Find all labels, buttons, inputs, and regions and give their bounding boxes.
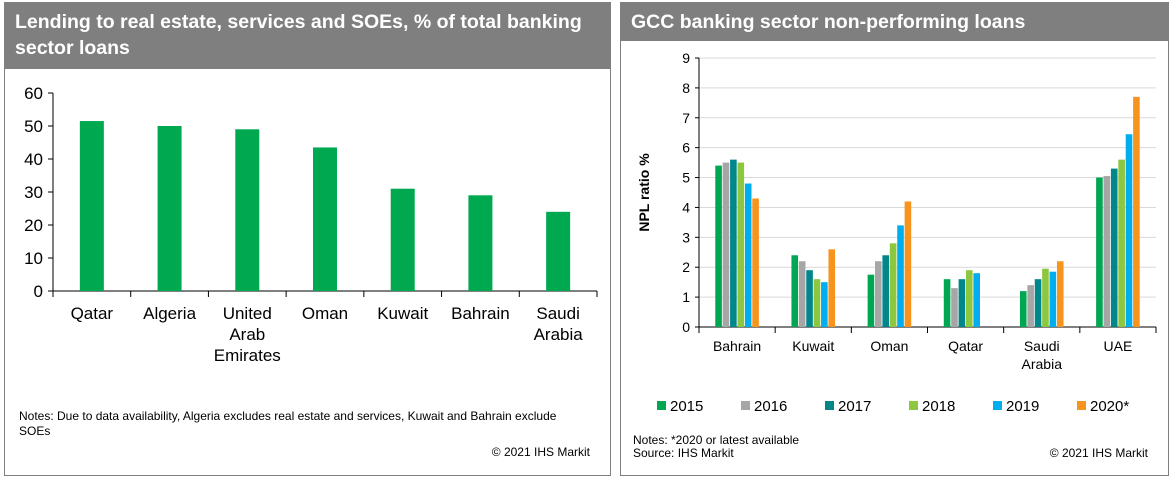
- bar: [791, 255, 799, 327]
- y-tick-label: 50: [24, 117, 43, 136]
- x-category-label: Qatar: [948, 338, 983, 354]
- y-tick-label: 3: [682, 229, 690, 245]
- bar: [951, 288, 958, 327]
- bar: [973, 273, 980, 327]
- x-category-label: Oman: [302, 304, 348, 323]
- right-chart-panel: GCC banking sector non-performing loans …: [620, 2, 1169, 476]
- bar: [813, 279, 821, 327]
- legend-label: 2016: [754, 398, 787, 415]
- x-category-label: Oman: [870, 338, 908, 354]
- bar: [235, 129, 260, 291]
- y-tick-label: 8: [682, 80, 690, 96]
- lending-bar-chart: 0 10 20 30 40 50 60 Qatar Algeria United Arab Emira…: [24, 84, 598, 365]
- bar: [468, 195, 493, 291]
- y-tick-label: 40: [24, 150, 43, 169]
- y-tick-label: 60: [24, 84, 43, 103]
- x-category-label: UAE: [1104, 338, 1133, 354]
- bar: [390, 188, 415, 291]
- bar: [1019, 291, 1027, 327]
- bar: [546, 211, 571, 291]
- npl-bar-chart: 0 1 2 3 4 5 6 7 8 9 Bahrain Kuwait Oman Qatar Saudi Ara…: [636, 50, 1157, 415]
- bar: [904, 201, 912, 327]
- legend-swatch: [825, 401, 834, 410]
- bar: [889, 243, 897, 327]
- legend-swatch: [1077, 401, 1086, 410]
- y-tick-label: 7: [682, 110, 690, 126]
- y-tick-label: 9: [682, 50, 690, 66]
- x-category-label: Bahrain: [713, 338, 761, 354]
- y-tick-label: 2: [682, 259, 690, 275]
- bar: [958, 279, 966, 327]
- legend-label: 2019: [1006, 398, 1039, 415]
- right-chart-source: Source: IHS Markit: [633, 446, 734, 460]
- bar: [157, 126, 182, 291]
- bar: [828, 249, 836, 327]
- bar: [806, 270, 813, 327]
- x-category-label: Qatar: [71, 304, 114, 323]
- bar: [1110, 168, 1118, 327]
- bar: [943, 279, 951, 327]
- y-tick-label: 4: [682, 199, 690, 215]
- legend-label: 2015: [670, 398, 703, 415]
- left-chart-panel: Lending to real estate, services and SOE…: [4, 2, 611, 476]
- bar: [737, 162, 745, 327]
- bar: [1118, 159, 1125, 327]
- bar: [1103, 176, 1111, 327]
- bar: [882, 255, 890, 327]
- right-chart-notes: Notes: *2020 or latest available: [633, 433, 800, 447]
- left-chart-copyright: © 2021 IHS Markit: [491, 445, 590, 459]
- bar: [1027, 285, 1034, 327]
- y-tick-label: 5: [682, 170, 690, 186]
- bar: [1034, 279, 1042, 327]
- legend-label: 2017: [838, 398, 871, 415]
- y-tick-label: 0: [34, 282, 43, 301]
- y-tick-label: 1: [682, 289, 690, 305]
- left-chart-title: Lending to real estate, services and SOE…: [5, 3, 610, 69]
- bar: [79, 121, 104, 291]
- bar: [1125, 134, 1133, 327]
- x-category-label: Algeria: [143, 304, 196, 323]
- x-category-label: Saudi Arabia: [534, 304, 584, 344]
- bar: [752, 198, 759, 327]
- y-tick-label: 10: [24, 249, 43, 268]
- bar: [897, 225, 904, 327]
- legend-swatch: [657, 401, 666, 410]
- x-category-label: Kuwait: [792, 338, 834, 354]
- bar: [1049, 271, 1057, 327]
- bar: [1133, 96, 1140, 327]
- y-axis-title: NPL ratio %: [636, 153, 652, 232]
- bar: [715, 165, 722, 327]
- legend-swatch: [909, 401, 918, 410]
- bar: [313, 147, 337, 291]
- right-chart-title: GCC banking sector non-performing loans: [621, 3, 1168, 41]
- bar: [1042, 268, 1049, 327]
- x-category-label: United Arab Emirates: [214, 304, 281, 365]
- y-tick-label: 30: [24, 183, 43, 202]
- bar: [730, 159, 737, 327]
- bar: [722, 162, 730, 327]
- bar: [1096, 177, 1103, 327]
- bar: [798, 261, 806, 327]
- y-tick-label: 0: [682, 319, 690, 335]
- bar: [821, 282, 828, 327]
- legend-swatch: [993, 401, 1002, 410]
- legend-label: 2020*: [1090, 398, 1129, 415]
- x-category-label: Saudi Arabia: [1022, 338, 1063, 372]
- bar: [744, 183, 752, 327]
- x-category-label: Kuwait: [377, 304, 428, 323]
- left-chart-notes: Notes: Due to data availability, Algeria…: [19, 409, 557, 438]
- bar: [867, 274, 875, 327]
- bar: [1056, 261, 1064, 327]
- bar: [875, 261, 882, 327]
- y-tick-label: 6: [682, 140, 690, 156]
- bar: [965, 270, 973, 327]
- legend-label: 2018: [922, 398, 955, 415]
- y-tick-label: 20: [24, 216, 43, 235]
- right-chart-copyright: © 2021 IHS Markit: [1049, 446, 1148, 460]
- legend-swatch: [741, 401, 750, 410]
- x-category-label: Bahrain: [451, 304, 510, 323]
